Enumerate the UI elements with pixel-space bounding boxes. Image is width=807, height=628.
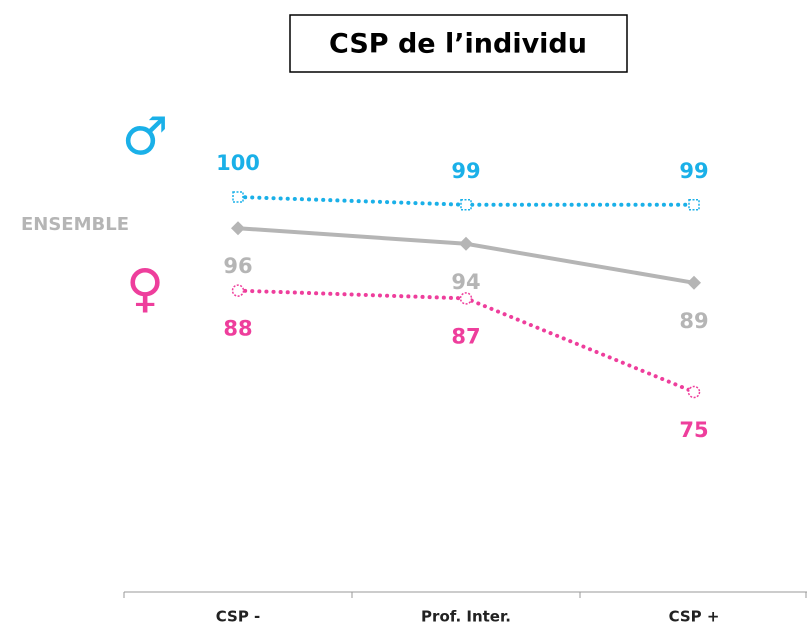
data-label: 75: [679, 418, 708, 442]
data-label: 89: [679, 309, 708, 333]
marker: [231, 284, 245, 297]
chart-title: CSP de l’individu: [329, 29, 587, 60]
data-label: 100: [216, 151, 260, 175]
marker: [231, 221, 245, 236]
marker: [232, 191, 244, 203]
data-label: 87: [451, 324, 480, 348]
data-label: 88: [223, 317, 252, 341]
x-tick-label: CSP +: [669, 608, 720, 626]
data-label: 99: [679, 159, 708, 183]
data-label: 99: [451, 159, 480, 183]
title-box: [289, 14, 628, 73]
marker: [459, 292, 473, 305]
x-tick-label: CSP -: [216, 608, 261, 626]
legend-label: ♂: [122, 107, 169, 167]
marker: [459, 236, 473, 251]
marker: [460, 199, 472, 211]
x-tick-label: Prof. Inter.: [421, 608, 511, 626]
marker: [687, 385, 701, 399]
legend-label: ENSEMBLE: [21, 214, 129, 235]
data-label: 96: [223, 254, 252, 278]
legend-label: ♀: [126, 259, 164, 319]
marker: [687, 275, 701, 290]
data-label: 94: [451, 270, 480, 294]
marker: [688, 199, 700, 211]
